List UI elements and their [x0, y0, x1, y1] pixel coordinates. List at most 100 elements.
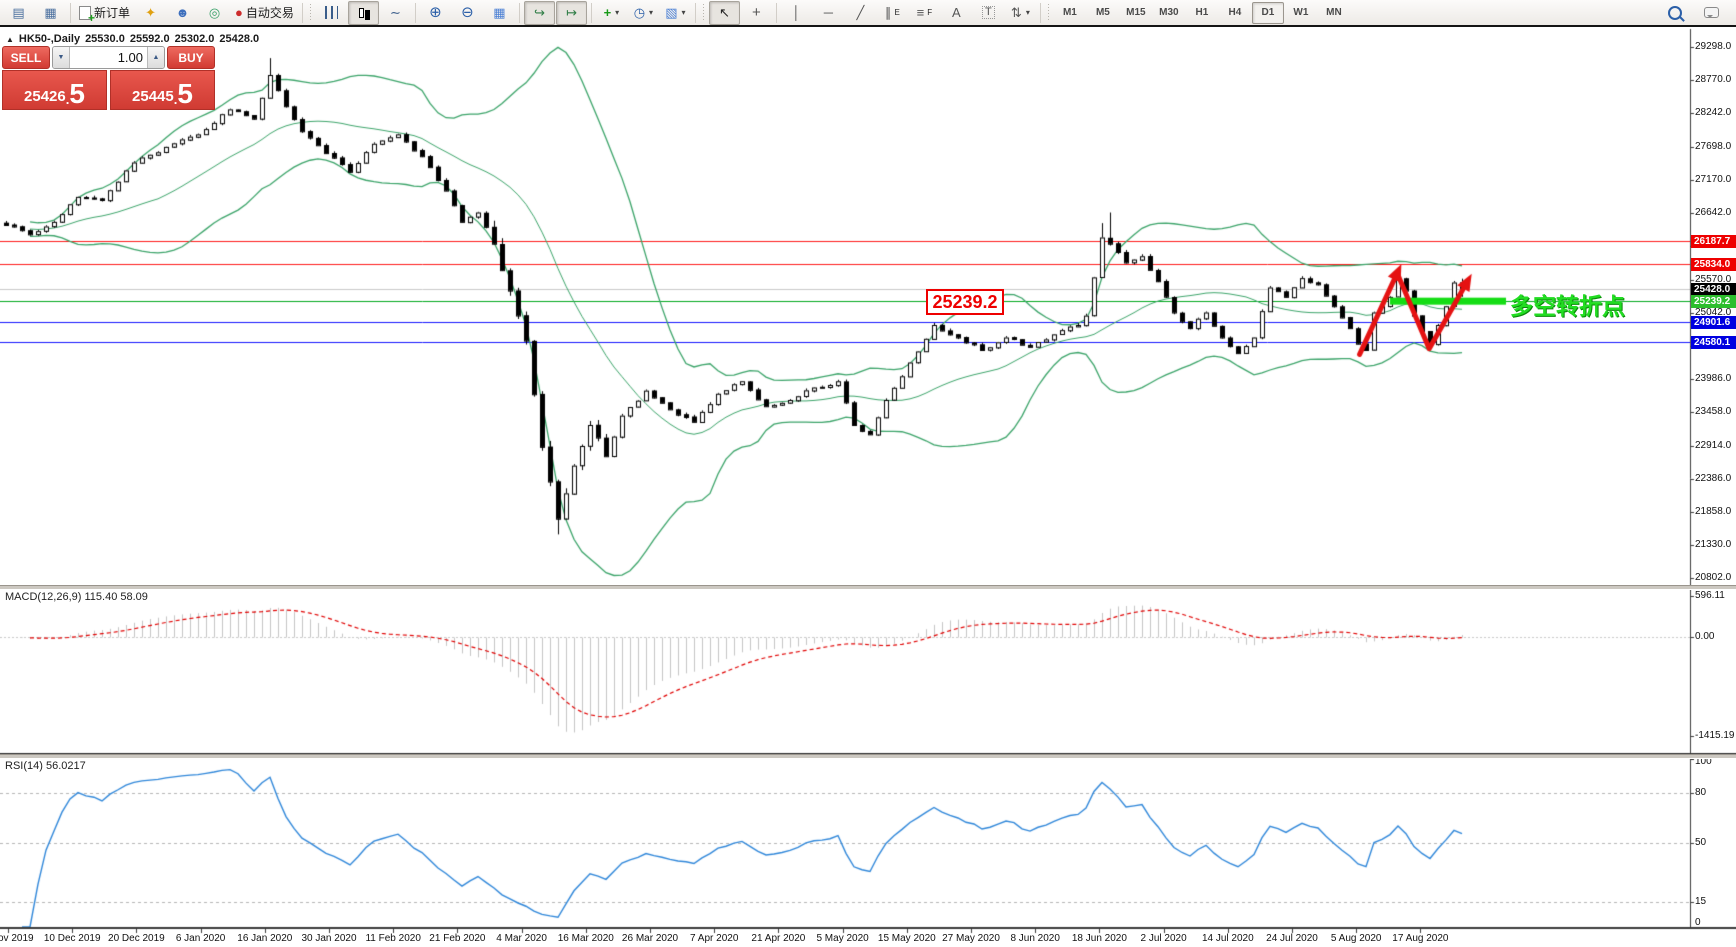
buy-price-int: 25445 — [132, 88, 174, 105]
chat-icon — [1704, 7, 1719, 18]
line-chart-button[interactable]: ∼ — [380, 1, 411, 25]
channel-sub-label: E — [894, 8, 900, 17]
price-level-box[interactable]: 25239.2 — [926, 289, 1004, 315]
dropdown-arrow-icon: ▾ — [615, 8, 620, 17]
buy-price-display[interactable]: 25445 . 5 — [110, 70, 215, 110]
new-order-icon — [79, 5, 95, 25]
periods-clock-icon: ◷ — [633, 5, 646, 20]
auto-scroll-button[interactable]: ↪ — [523, 0, 555, 25]
fibonacci-button[interactable]: ≡ F — [909, 1, 940, 25]
price-tag-label: 25239.2 — [1691, 295, 1736, 308]
date-axis-label: 4 Mar 2020 — [496, 933, 547, 944]
profiles-button[interactable]: ▦ — [35, 1, 66, 25]
crosshair-button[interactable]: + — [741, 1, 772, 25]
toolbar-separator — [414, 2, 416, 23]
new-order-button[interactable]: 新订单 — [75, 1, 134, 25]
volume-increase-button[interactable]: ▲ — [147, 47, 164, 68]
toolbar-separator — [301, 2, 303, 23]
timeframe-d1-button[interactable]: D1 — [1251, 1, 1284, 24]
zoom-out-button[interactable]: ⊖ — [452, 1, 483, 25]
sell-price-display[interactable]: 25426 . 5 — [2, 70, 107, 110]
date-axis-label: 16 Jan 2020 — [237, 933, 293, 944]
date-axis-label: 16 Mar 2020 — [557, 933, 614, 944]
horizontal-line-button[interactable]: ─ — [813, 1, 844, 25]
candlestick-chart-button[interactable] — [347, 0, 379, 25]
bar-chart-button[interactable] — [316, 1, 347, 25]
mql5-icon: ✦ — [145, 5, 156, 20]
vertical-line-button[interactable]: │ — [781, 1, 812, 25]
chat-button[interactable] — [1696, 1, 1727, 25]
indicators-button[interactable]: + ▾ — [596, 1, 627, 25]
symbol-title: HK50-,Daily — [18, 33, 81, 45]
sell-price-dot: . — [65, 92, 70, 107]
sell-price-int: 25426 — [24, 88, 66, 105]
rsi-tick-label: 0 — [1695, 917, 1701, 928]
dropdown-arrow-icon: ▾ — [649, 8, 654, 17]
text-label-button[interactable]: T — [973, 1, 1004, 25]
date-axis-label: 21 Feb 2020 — [429, 933, 486, 944]
macd-tick-label: 0.00 — [1695, 631, 1715, 642]
periods-button[interactable]: ◷ ▾ — [628, 1, 659, 25]
timeframe-m5-button[interactable]: M5 — [1095, 7, 1110, 18]
zoom-out-icon: ⊖ — [461, 4, 474, 21]
one-click-trading-panel: SELL ▼ ▲ BUY 25426 . 5 25445 . 5 — [2, 46, 215, 110]
buy-button[interactable]: BUY — [167, 46, 215, 69]
signals-icon: ◎ — [208, 5, 221, 20]
date-axis-label: 18 Jun 2020 — [1071, 933, 1127, 944]
price-tag-label: 25428.0 — [1691, 283, 1736, 296]
chart-header: ▲ HK50-,Daily 25530.0 25592.0 25302.0 25… — [6, 33, 259, 45]
date-axis-label: 24 Jul 2020 — [1266, 933, 1318, 944]
timeframe-m15-button[interactable]: M15 — [1126, 7, 1146, 18]
equidistant-channel-button[interactable]: ∥ E — [877, 1, 908, 25]
sell-button[interactable]: SELL — [2, 46, 50, 69]
autotrading-button[interactable]: ● 自动交易 — [231, 1, 298, 25]
toolbar-grip[interactable] — [1046, 3, 1051, 22]
price-tick-label: 21858.0 — [1695, 506, 1732, 517]
tile-windows-button[interactable]: ▦ — [484, 1, 515, 25]
sell-price-dec: 5 — [69, 78, 85, 109]
chart-shift-icon: ↦ — [565, 5, 577, 20]
turning-point-annotation[interactable]: 多空转折点 — [1510, 293, 1625, 319]
volume-input[interactable] — [70, 47, 147, 68]
pane-splitter-rsi[interactable] — [0, 754, 1736, 759]
toolbar-separator — [775, 2, 777, 23]
buy-price-dec: 5 — [177, 78, 193, 109]
zoom-in-button[interactable]: ⊕ — [420, 1, 451, 25]
date-axis-label: 2 Jul 2020 — [1140, 933, 1187, 944]
date-axis-label: 26 Mar 2020 — [621, 933, 679, 944]
chart-shift-button[interactable]: ↦ — [555, 0, 587, 25]
signals-button[interactable]: ◎ — [199, 1, 230, 25]
pane-splitter-macd[interactable] — [0, 585, 1736, 590]
toolbar-grip[interactable] — [701, 3, 706, 22]
trendline-button[interactable]: ╱ — [845, 1, 876, 25]
main-toolbar: ▤ ▦ 新订单 ✦ ☻ ◎ ● 自动交易 ∼ ⊕ ⊖ ▦ ↪ ↦ +▾ ◷▾ ▧… — [0, 0, 1736, 27]
toolbar-separator — [70, 2, 71, 23]
search-icon — [1667, 5, 1682, 20]
toolbar-separator — [1039, 2, 1041, 23]
timeframe-h1-button[interactable]: H1 — [1195, 7, 1209, 18]
date-axis-label: 6 Jan 2020 — [175, 933, 226, 944]
search-button[interactable] — [1659, 1, 1690, 25]
timeframe-m30-button[interactable]: M30 — [1159, 7, 1179, 18]
arrows-button[interactable]: ⇅ ▾ — [1005, 1, 1036, 25]
text-button[interactable]: A — [941, 1, 972, 25]
templates-button[interactable]: ▧ ▾ — [660, 1, 691, 25]
mql5-button[interactable]: ✦ — [135, 1, 166, 25]
macd-value-signal: 58.09 — [120, 591, 148, 603]
timeframe-h4-button[interactable]: H4 — [1228, 7, 1242, 18]
profiles-icon: ▦ — [44, 5, 57, 20]
rsi-label: RSI(14) — [5, 760, 43, 772]
toolbar-grip[interactable] — [308, 3, 313, 22]
community-button[interactable]: ☻ — [167, 1, 198, 25]
new-chart-button[interactable]: ▤ — [3, 1, 34, 25]
timeframe-w1-button[interactable]: W1 — [1293, 7, 1309, 18]
cursor-button[interactable]: ↖ — [708, 0, 740, 25]
auto-scroll-icon: ↪ — [533, 5, 545, 20]
price-tick-label: 28242.0 — [1695, 107, 1732, 118]
timeframe-mn-button[interactable]: MN — [1326, 7, 1342, 18]
timeframe-m1-button[interactable]: M1 — [1062, 7, 1077, 18]
volume-decrease-button[interactable]: ▼ — [53, 47, 70, 68]
price-tick-label: 28770.0 — [1695, 74, 1732, 85]
one-click-collapse-icon[interactable]: ▲ — [6, 34, 14, 44]
